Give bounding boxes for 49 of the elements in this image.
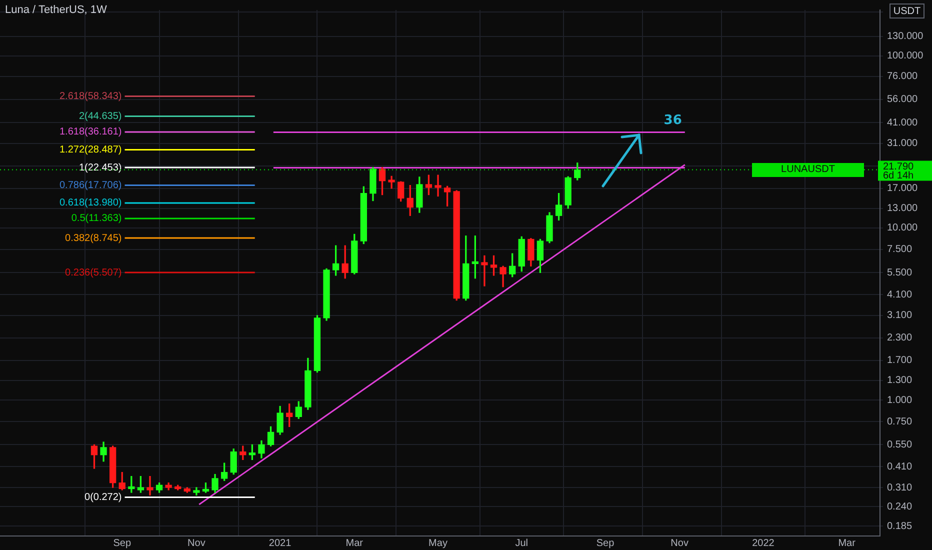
annotation: 36 [664, 113, 682, 128]
y-tick-label: 1.300 [887, 375, 912, 386]
y-tick-label: 0.410 [887, 461, 912, 472]
x-tick-label: Nov [670, 538, 688, 549]
x-tick-label: 2022 [752, 538, 775, 549]
x-tick-label: Mar [346, 538, 364, 549]
x-tick-label: Jul [515, 538, 528, 549]
y-tick-label: 41.000 [887, 117, 918, 128]
y-tick-label: 100.000 [887, 50, 924, 62]
series-label: 0.618(13.980) [59, 198, 122, 209]
series-label: 0.236(5.507) [65, 267, 122, 278]
y-tick-label: 0.185 [887, 520, 912, 532]
y-tick-label: 0.240 [887, 501, 912, 512]
series-label: 0.786(17.706) [59, 180, 122, 192]
series-label: 0(0.272) [84, 492, 122, 504]
series-label: 2(44.635) [78, 110, 122, 122]
y-tick-label: 5.500 [887, 267, 912, 278]
y-tick-label: 56.000 [887, 94, 918, 106]
chart-title: Luna / TetherUS, 1W [5, 4, 107, 16]
x-tick-label: May [428, 538, 448, 549]
y-tick-label: 1.000 [887, 394, 912, 406]
y-tick-label: 7.500 [887, 244, 912, 256]
series-label: 2.618(58.343) [59, 90, 122, 102]
x-tick-label: 2021 [268, 538, 292, 549]
series-label: 1(22.453) [78, 162, 122, 174]
y-axis-title: USDT [893, 6, 921, 17]
x-tick-label: Sep [113, 538, 132, 549]
y-tick-label: 2.300 [887, 332, 912, 344]
y-tick-label: 0.550 [887, 439, 912, 450]
y-tick-label: 0.750 [887, 416, 912, 428]
series-label: 0.5(11.363) [71, 213, 122, 224]
series-label: 0.382(8.745) [65, 232, 122, 244]
y-tick-label: 17.000 [887, 183, 918, 194]
y-tick-label: 10.000 [887, 222, 918, 234]
text: 6d 14h [883, 170, 914, 182]
series-label: 1.272(28.487) [59, 144, 122, 156]
x-tick-label: Sep [596, 538, 615, 549]
y-tick-label: 13.000 [887, 203, 918, 214]
y-tick-label: 0.310 [887, 482, 912, 494]
y-tick-label: 76.000 [887, 71, 918, 82]
series-label: 1.618(36.161) [59, 126, 122, 138]
y-tick-label: 130.000 [887, 31, 924, 42]
y-tick-label: 31.000 [887, 138, 918, 150]
x-tick-label: Mar [838, 538, 856, 549]
x-tick-label: Nov [188, 538, 206, 549]
y-tick-label: 4.100 [887, 289, 912, 300]
ticker-tag: LUNAUSDT [752, 162, 864, 177]
y-tick-label: 1.700 [887, 355, 912, 366]
y-tick-label: 3.100 [887, 310, 912, 322]
